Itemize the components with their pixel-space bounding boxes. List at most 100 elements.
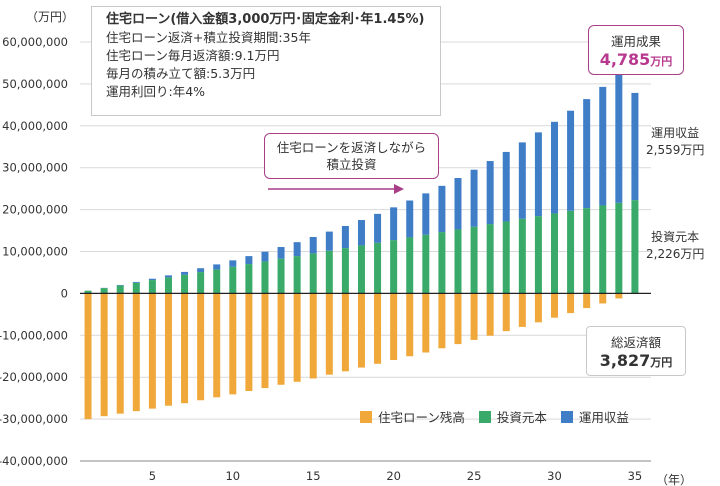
bar-loan-balance [84, 293, 92, 420]
bar-loan-balance [583, 293, 591, 309]
bar-loan-balance [518, 293, 526, 327]
bar-investment-income [357, 220, 365, 246]
info-line-monthly-invest: 毎月の積み立て額:5.3万円 [106, 66, 256, 81]
bar-loan-balance [181, 293, 189, 404]
bar-investment-income [406, 200, 414, 238]
bar-investment-income [470, 169, 478, 227]
bar-investment-income [374, 213, 382, 243]
bar-investment-income [148, 278, 156, 281]
bar-investment-income [341, 225, 349, 249]
bar-investment-income [502, 151, 510, 222]
info-line-monthly-repay: 住宅ローン毎月返済額:9.1万円 [106, 48, 280, 63]
bar-investment-income [550, 121, 558, 214]
bar-investment-principal [164, 277, 172, 294]
bar-investment-principal [599, 205, 607, 294]
bar-investment-income [438, 185, 446, 233]
investment-result-box: 運用成果 4,785万円 [588, 25, 684, 75]
principal-annotation: 投資元本 2,226万円 [646, 229, 704, 263]
bar-investment-income [422, 193, 430, 235]
bar-loan-balance [406, 293, 414, 357]
bar-investment-principal [631, 200, 639, 294]
principal-label: 投資元本 [651, 230, 700, 244]
y-tick-label: -20,000,000 [0, 370, 68, 384]
bar-investment-principal [502, 221, 510, 294]
y-tick-label: 60,000,000 [2, 35, 68, 49]
repay-number: 3,827 [599, 351, 651, 370]
bar-investment-principal [357, 245, 365, 294]
bar-investment-income [277, 247, 285, 259]
bar-investment-income [534, 132, 542, 217]
y-tick-label: 50,000,000 [2, 77, 68, 91]
x-axis-unit: （年） [656, 473, 692, 486]
bar-investment-principal [293, 256, 301, 294]
bar-investment-income [213, 264, 221, 270]
legend: 住宅ローン残高 投資元本 運用収益 [360, 407, 629, 426]
bar-loan-balance [615, 293, 623, 299]
bar-investment-principal [470, 226, 478, 294]
x-tick-label: 5 [149, 469, 156, 483]
bar-loan-balance [148, 293, 156, 409]
bar-investment-income [518, 142, 526, 219]
total-repayment-box: 総返済額 3,827万円 [586, 326, 686, 376]
bar-investment-principal [100, 288, 108, 294]
bar-investment-income [325, 231, 333, 251]
bar-investment-income [599, 86, 607, 206]
bar-loan-balance [486, 293, 494, 336]
bar-investment-principal [341, 248, 349, 294]
callout-line-2: 積立投資 [326, 157, 377, 172]
x-tick-label: 35 [628, 469, 643, 483]
arrow-right-icon [268, 184, 404, 194]
bar-loan-balance [116, 293, 124, 414]
bar-investment-principal [583, 208, 591, 294]
bar-loan-balance [599, 293, 607, 304]
bar-investment-income [293, 242, 301, 257]
y-tick-label: 10,000,000 [2, 245, 68, 259]
bar-investment-income [181, 271, 189, 275]
x-tick-label: 25 [467, 469, 482, 483]
legend-swatch-income [560, 410, 573, 423]
bar-investment-principal [277, 258, 285, 294]
x-tick-label: 20 [386, 469, 401, 483]
strategy-callout: 住宅ローンを返済しながら 積立投資 [264, 133, 439, 179]
y-tick-label: -10,000,000 [0, 328, 68, 342]
bar-investment-income [309, 237, 317, 254]
legend-swatch-principal [478, 410, 491, 423]
bar-investment-principal [229, 266, 237, 294]
repay-value: 3,827万円 [587, 351, 685, 370]
loan-info-title: 住宅ローン(借入金額3,000万円･固定金利･年1.45%) [106, 12, 425, 27]
bar-investment-principal [438, 232, 446, 294]
bar-investment-principal [454, 229, 462, 294]
bar-investment-principal [309, 253, 317, 294]
legend-label-loan: 住宅ローン残高 [378, 410, 465, 425]
bar-investment-principal [213, 269, 221, 294]
bar-loan-balance [438, 293, 446, 349]
bar-loan-balance [357, 293, 365, 368]
bar-loan-balance [422, 293, 430, 353]
result-unit: 万円 [650, 55, 673, 68]
bar-loan-balance [132, 293, 140, 412]
x-tick-label: 15 [306, 469, 321, 483]
bar-investment-principal [116, 285, 124, 294]
bar-investment-principal [132, 282, 140, 294]
bar-investment-income [132, 281, 140, 283]
bar-loan-balance [309, 293, 317, 379]
result-label: 運用成果 [610, 34, 661, 49]
bar-investment-income [454, 178, 462, 230]
x-tick-label: 10 [225, 469, 240, 483]
bar-investment-income [615, 74, 623, 203]
y-tick-label: 40,000,000 [2, 119, 68, 133]
bar-investment-principal [197, 272, 205, 294]
y-tick-label: -40,000,000 [0, 454, 68, 468]
bar-loan-balance [100, 293, 108, 417]
y-tick-label: 20,000,000 [2, 203, 68, 217]
bar-investment-principal [422, 234, 430, 294]
bar-investment-income [261, 251, 269, 262]
bar-investment-principal [374, 242, 382, 294]
bar-loan-balance [534, 293, 542, 323]
bar-loan-balance [245, 293, 253, 392]
bar-investment-principal [567, 210, 575, 294]
bar-loan-balance [550, 293, 558, 318]
bar-loan-balance [261, 293, 269, 389]
bar-investment-income [229, 260, 237, 267]
result-number: 4,785 [599, 50, 651, 69]
